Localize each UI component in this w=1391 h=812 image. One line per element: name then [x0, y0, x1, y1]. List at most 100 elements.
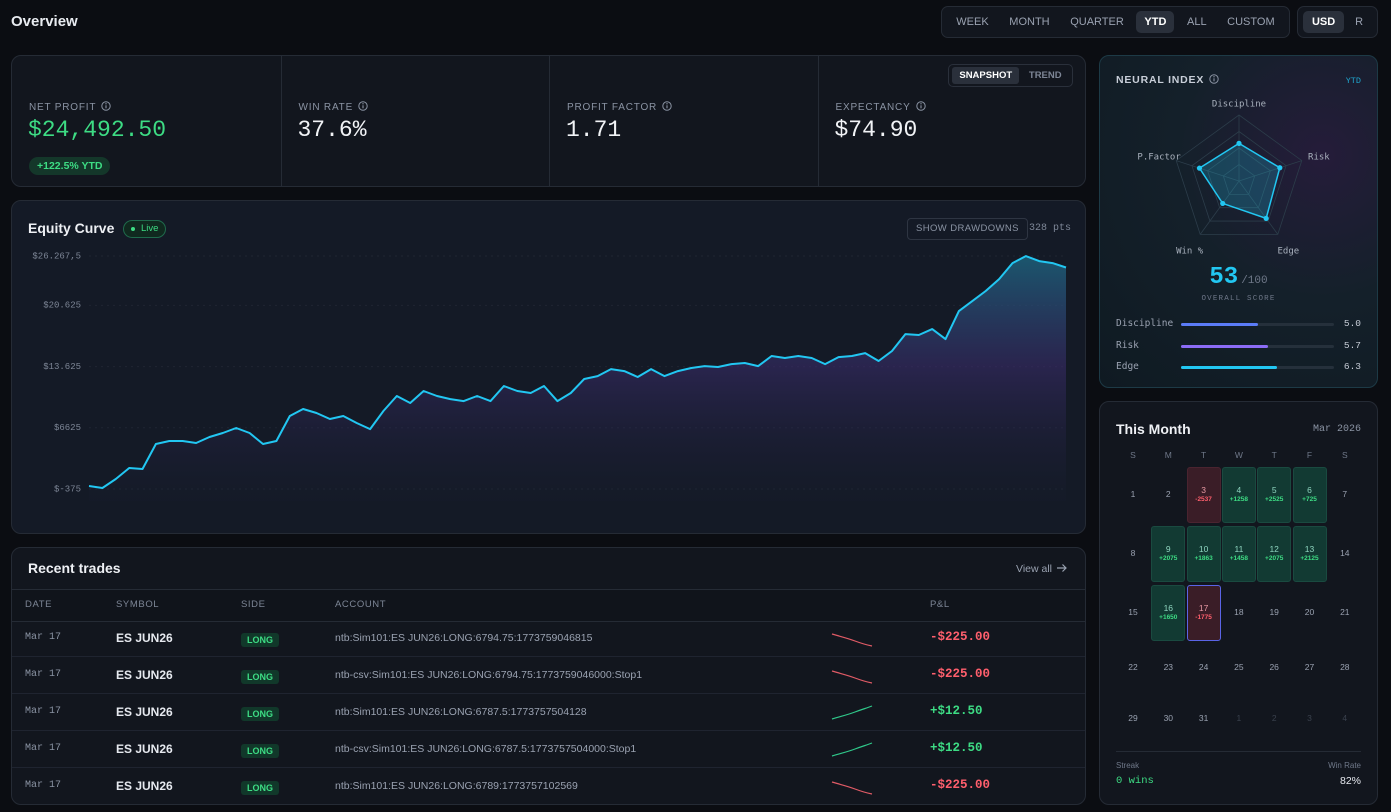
column-header: DATE	[25, 599, 53, 610]
day-number[interactable]: 31	[1198, 713, 1209, 723]
day-number[interactable]: 21	[1340, 607, 1350, 617]
day-cell[interactable]: 16 +1650	[1151, 585, 1186, 641]
range-button[interactable]: MONTH	[1009, 16, 1050, 28]
weekday-label: T	[1271, 450, 1277, 460]
range-button[interactable]: ALL	[1187, 16, 1207, 28]
day-number: 5	[1271, 485, 1277, 495]
trade-row[interactable]: Mar 17 ES JUN26 LONG ntb:Sim101:ES JUN26:LO…	[12, 768, 1085, 805]
view-button[interactable]: SNAPSHOT	[952, 67, 1020, 84]
range-button[interactable]: YTD	[1136, 11, 1175, 33]
day-number[interactable]: 28	[1340, 662, 1350, 672]
info-icon[interactable]	[1209, 74, 1219, 84]
day-pnl: +2125	[1300, 555, 1319, 562]
kpi-label: NET PROFIT	[29, 101, 111, 113]
drawdown-button[interactable]: SHOW DRAWDOWNS	[907, 218, 1028, 240]
trade-side: LONG	[241, 670, 279, 684]
day-pnl: +2075	[1159, 555, 1178, 562]
day-number[interactable]: 1	[1236, 713, 1242, 723]
sparkline-line	[831, 781, 873, 795]
day-cell[interactable]: 9 +2075	[1151, 526, 1186, 582]
day-cell[interactable]: 4 +1258	[1221, 467, 1256, 523]
range-button[interactable]: WEEK	[956, 16, 989, 28]
radar-ring	[1175, 114, 1303, 235]
day-number[interactable]: 29	[1128, 713, 1138, 723]
view-button[interactable]: TREND	[1028, 70, 1062, 81]
trade-account: ntb-csv:Sim101:ES JUN26:LONG:6794.75:177…	[335, 669, 643, 681]
day-number[interactable]: 19	[1269, 607, 1279, 617]
metric-value: 5.7	[1343, 339, 1361, 351]
info-icon[interactable]	[915, 101, 926, 111]
radar-ring	[1191, 131, 1287, 222]
day-cell[interactable]: 10 +1863	[1186, 526, 1221, 582]
day-number[interactable]: 22	[1128, 662, 1138, 672]
day-number[interactable]: 18	[1234, 607, 1244, 617]
day-cell[interactable]: 12 +2075	[1257, 526, 1292, 582]
day-number[interactable]: 15	[1128, 607, 1138, 617]
day-number[interactable]: 4	[1342, 713, 1348, 723]
range-button[interactable]: QUARTER	[1070, 16, 1124, 28]
metric-label: Edge	[1116, 361, 1139, 372]
trade-account: ntb-csv:Sim101:ES JUN26:LONG:6787.5:1773…	[335, 743, 637, 755]
sparkline-line	[831, 705, 873, 720]
day-number[interactable]: 3	[1307, 713, 1312, 723]
day-cell[interactable]: 11 +1458	[1221, 526, 1256, 582]
radar-spoke	[1199, 180, 1240, 235]
day-number[interactable]: 30	[1163, 713, 1174, 723]
info-icon[interactable]	[101, 101, 111, 111]
table-header-row	[12, 589, 1085, 622]
day-number[interactable]: 23	[1163, 662, 1174, 672]
day-number: 3	[1201, 485, 1206, 495]
day-number[interactable]: 14	[1340, 548, 1350, 558]
kpi-value: 1.71	[566, 117, 622, 143]
range-button[interactable]: CUSTOM	[1227, 16, 1275, 28]
trade-row[interactable]: Mar 17 ES JUN26 LONG ntb-csv:Sim101:ES JUN2…	[12, 657, 1085, 694]
streak-value: 0 wins	[1116, 775, 1154, 787]
kpi-label: EXPECTANCY	[836, 101, 926, 113]
trade-symbol: ES JUN26	[116, 779, 173, 793]
view-toggle: SNAPSHOT TREND	[948, 64, 1073, 87]
y-tick-label: $13.625	[43, 362, 81, 372]
day-pnl: -2537	[1195, 496, 1212, 503]
view-all-link[interactable]: View all	[1016, 563, 1068, 575]
trade-row[interactable]: Mar 17 ES JUN26 LONG ntb:Sim101:ES JUN26:LO…	[12, 694, 1085, 731]
day-number[interactable]: 1	[1130, 489, 1136, 499]
metric-label: Discipline	[1116, 318, 1174, 329]
day-cell[interactable]: 17 -1775	[1186, 585, 1221, 641]
day-number[interactable]: 8	[1130, 548, 1136, 558]
y-tick-label: $26.267,5	[32, 251, 81, 261]
trade-row[interactable]: Mar 17 ES JUN26 LONG ntb:Sim101:ES JUN26:LO…	[12, 620, 1085, 657]
day-cell[interactable]: 6 +725	[1292, 467, 1327, 523]
day-number[interactable]: 2	[1271, 713, 1277, 723]
day-number[interactable]: 24	[1198, 662, 1209, 672]
live-dot	[131, 227, 135, 231]
radar-spoke	[1176, 160, 1240, 182]
trade-side: LONG	[241, 707, 279, 721]
day-number[interactable]: 2	[1165, 489, 1171, 499]
sparkline	[831, 633, 873, 647]
metric-track	[1181, 323, 1334, 326]
kpi-value: $24,492.50	[28, 117, 167, 143]
day-cell[interactable]: 13 +2125	[1292, 526, 1327, 582]
day-cell[interactable]: 3 -2537	[1186, 467, 1221, 523]
day-number[interactable]: 25	[1234, 662, 1244, 672]
day-number[interactable]: 20	[1304, 607, 1315, 617]
day-cell[interactable]: 5 +2525	[1257, 467, 1292, 523]
day-number[interactable]: 27	[1304, 662, 1315, 672]
equity-line	[88, 255, 1067, 489]
day-number[interactable]: 26	[1269, 662, 1279, 672]
metric-value: 5.0	[1343, 318, 1361, 329]
currency-button[interactable]: R	[1355, 16, 1364, 28]
radar-axis-label: Win %	[1176, 246, 1204, 256]
trade-pnl: -$225.00	[930, 667, 991, 681]
trade-symbol: ES JUN26	[116, 742, 173, 756]
info-icon[interactable]	[662, 101, 672, 111]
live-badge: Live	[123, 220, 167, 238]
trade-row[interactable]: Mar 17 ES JUN26 LONG ntb-csv:Sim101:ES JUN2…	[12, 731, 1085, 768]
currency-button[interactable]: USD	[1302, 11, 1345, 33]
trade-side: LONG	[241, 633, 279, 647]
radar-spoke	[1238, 180, 1279, 235]
radar-point	[1236, 140, 1242, 146]
day-number[interactable]: 7	[1342, 489, 1348, 499]
kpi-label: PROFIT FACTOR	[567, 101, 672, 113]
info-icon[interactable]	[358, 101, 368, 111]
